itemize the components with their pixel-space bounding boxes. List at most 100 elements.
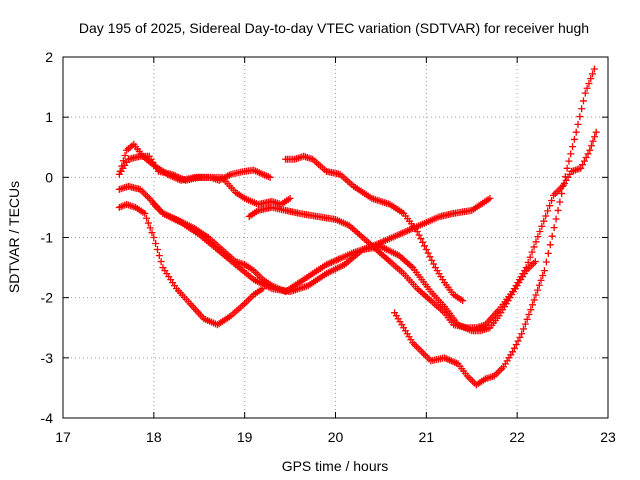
data-point	[548, 232, 556, 240]
x-tick-label: 21	[419, 429, 435, 445]
y-tick-label: -1	[41, 230, 54, 246]
data-point	[540, 267, 548, 275]
data-point	[530, 296, 538, 304]
data-point	[584, 150, 592, 158]
data-point	[581, 89, 589, 97]
data-point	[550, 224, 558, 232]
data-point	[542, 258, 550, 266]
data-point	[552, 215, 560, 223]
data-point	[514, 337, 522, 345]
data-point	[155, 252, 163, 260]
data-point	[578, 105, 586, 113]
data-point	[556, 198, 564, 206]
data-point	[152, 240, 160, 248]
x-tick-label: 17	[55, 429, 71, 445]
data-point	[585, 79, 593, 87]
chart-title: Day 195 of 2025, Sidereal Day-to-day VTE…	[79, 20, 589, 36]
data-point	[119, 157, 127, 165]
data-point	[576, 113, 584, 121]
data-point	[528, 301, 536, 309]
data-point	[589, 137, 597, 145]
series-track-h	[391, 65, 598, 389]
data-point	[563, 164, 571, 172]
data-point	[518, 330, 526, 338]
data-point	[521, 320, 529, 328]
data-point	[590, 65, 598, 73]
x-tick-label: 20	[328, 429, 344, 445]
y-tick-label: -3	[41, 350, 54, 366]
data-point	[558, 190, 566, 198]
data-point	[535, 281, 543, 289]
data-point	[546, 241, 554, 249]
data-point	[544, 249, 552, 257]
data-point	[540, 217, 548, 225]
data-point	[415, 231, 423, 239]
data-point	[570, 135, 578, 143]
data-point	[430, 260, 438, 268]
data-point	[577, 164, 585, 172]
data-point	[459, 297, 467, 305]
data-point	[579, 97, 587, 105]
data-point	[534, 286, 542, 294]
data-marks	[115, 65, 600, 389]
data-point	[419, 238, 427, 246]
data-point	[148, 229, 156, 237]
data-point	[587, 142, 595, 150]
series-track-g	[245, 128, 600, 332]
data-point	[509, 348, 517, 356]
data-point	[565, 157, 573, 165]
data-point	[546, 202, 554, 210]
y-tick-label: 1	[45, 109, 53, 125]
data-point	[544, 207, 552, 215]
data-point	[532, 291, 540, 299]
data-point	[523, 315, 531, 323]
data-point	[150, 234, 158, 241]
data-point	[428, 256, 436, 264]
data-point	[559, 181, 567, 189]
data-point	[426, 253, 434, 261]
data-point	[561, 173, 569, 181]
y-tick-label: -2	[41, 290, 54, 306]
data-point	[516, 333, 524, 341]
y-axis-label: SDTVAR / TECUs	[6, 181, 22, 293]
data-point	[537, 276, 545, 284]
x-tick-label: 23	[600, 429, 616, 445]
data-point	[538, 222, 546, 230]
data-point	[486, 194, 494, 202]
data-point	[569, 143, 577, 151]
data-point	[587, 75, 595, 83]
data-point	[554, 206, 562, 214]
data-point	[526, 253, 534, 261]
x-tick-label: 18	[146, 429, 162, 445]
data-point	[530, 243, 538, 251]
data-point	[586, 146, 594, 154]
series-track-c	[115, 182, 494, 296]
data-point	[539, 271, 547, 279]
data-point	[422, 246, 430, 254]
x-tick-label: 19	[237, 429, 253, 445]
data-point	[424, 249, 432, 257]
data-point	[527, 306, 535, 314]
data-point	[567, 150, 575, 158]
series-track-f	[150, 200, 539, 335]
data-point	[572, 128, 580, 136]
data-point	[580, 157, 588, 165]
x-axis-label: GPS time / hours	[282, 458, 389, 474]
data-point	[583, 84, 591, 92]
data-point	[266, 173, 274, 181]
data-point	[413, 227, 421, 235]
data-point	[532, 238, 540, 246]
data-point	[141, 209, 149, 217]
data-point	[589, 70, 597, 78]
data-point	[531, 258, 539, 266]
data-point	[286, 194, 294, 202]
data-point	[118, 162, 126, 170]
data-point	[144, 219, 152, 227]
axis-ticks: 17 18 19 20 21 22 23 -4 -3 -2 -1 0 1 2	[41, 49, 616, 445]
data-point	[574, 120, 582, 128]
data-point	[512, 341, 520, 349]
data-point	[525, 311, 533, 319]
data-point	[143, 214, 151, 222]
x-tick-label: 22	[509, 429, 525, 445]
